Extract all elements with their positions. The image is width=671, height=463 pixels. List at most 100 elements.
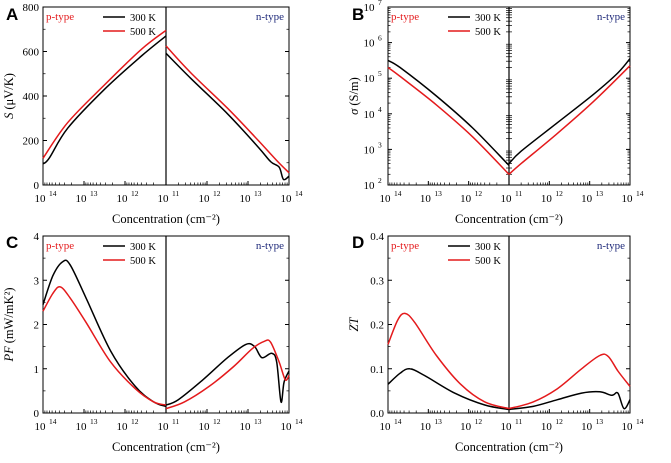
y-tick-label: 800 [23,2,40,14]
series-line-500k-left [42,286,167,406]
x-tick-label-exp: 13 [90,189,98,198]
y-axis-symbol: σ [347,108,361,115]
x-tick-label: 10 12 [460,417,482,433]
x-tick-label-exp: 12 [555,417,563,426]
x-tick-label: 10 14 [622,417,644,433]
x-tick-label-exp: 11 [515,417,522,426]
y-tick-label: 1 [34,364,40,376]
x-tick-label-exp: 11 [172,417,179,426]
x-tick-label-exp: 12 [131,189,139,198]
n-type-label: n-type [256,240,284,252]
x-tick-label-base: 10 [380,421,392,433]
y-axis-label: PF (mW/mK²) [2,287,16,362]
x-tick-label: 10 14 [281,417,303,433]
x-tick-label-exp: 14 [394,417,402,426]
x-tick-label-base: 10 [622,421,634,433]
n-type-label: n-type [597,11,625,23]
x-tick-label-exp: 11 [515,189,522,198]
x-tick-label-base: 10 [541,193,553,205]
x-tick-label-base: 10 [199,421,211,433]
x-tick-label-base: 10 [501,421,513,433]
y-tick-label: 0.2 [370,320,384,332]
x-tick-label-base: 10 [581,421,593,433]
y-tick-label: 10 7 [364,0,383,14]
x-tick-label-base: 10 [117,421,129,433]
legend-label: 300 K [475,13,501,24]
x-tick-label-exp: 11 [172,189,179,198]
x-tick-label-base: 10 [240,193,252,205]
p-type-label: p-type [46,240,74,252]
x-tick-label-base: 10 [281,421,293,433]
y-tick-label: 10 6 [364,34,383,50]
x-tick-label: 10 14 [380,189,402,205]
x-tick-label-base: 10 [420,421,432,433]
y-tick-label: 0 [34,408,40,420]
y-axis-symbol: ZT [347,317,361,332]
x-tick-label: 10 13 [420,417,442,433]
x-tick-label: 10 14 [622,189,644,205]
y-axis-unit: (S/m) [347,77,361,105]
x-axis-label: Concentration (cm⁻²) [112,440,220,454]
legend-label: 500 K [475,256,501,267]
legend-label: 300 K [130,13,156,24]
x-tick-label-exp: 14 [636,417,644,426]
x-tick-label-exp: 13 [90,417,98,426]
y-tick-label-base: 10 [364,2,376,14]
y-tick-label: 4 [34,231,40,243]
x-tick-label-exp: 14 [394,189,402,198]
x-tick-label: 10 13 [420,189,442,205]
y-axis-symbol: S [2,112,16,119]
y-tick-label: 10 2 [364,176,383,192]
x-axis-label: Concentration (cm⁻²) [455,212,563,226]
y-axis-label: S (μV/K) [2,73,16,119]
x-tick-label-base: 10 [622,193,634,205]
series-line-300k-left [387,59,510,166]
series-line-300k-right [165,52,290,181]
x-tick-label: 10 12 [117,417,139,433]
x-tick-label-base: 10 [581,193,593,205]
y-tick-label: 400 [23,91,40,103]
y-tick-label: 200 [23,136,40,148]
y-tick-label-exp: 6 [378,34,382,43]
x-tick-label-exp: 14 [49,189,57,198]
y-tick-label-exp: 3 [378,140,382,149]
x-tick-label: 10 13 [240,417,262,433]
panel-d: D0.00.10.20.30.410 14 10 13 10 12 10 11 10 12 10 13… [347,231,644,454]
series-line-300k-right [165,342,290,406]
x-tick-label-exp: 14 [295,189,303,198]
y-tick-label: 10 3 [364,140,383,156]
x-tick-label-base: 10 [76,421,88,433]
x-axis-label: Concentration (cm⁻²) [112,212,220,226]
y-tick-label-exp: 5 [378,69,382,78]
y-tick-label-base: 10 [364,38,376,50]
x-tick-label-base: 10 [158,193,170,205]
p-type-label: p-type [391,11,419,23]
y-axis-unit: (μV/K) [2,73,16,110]
x-tick-label-base: 10 [541,421,553,433]
x-axis-label: Concentration (cm⁻²) [455,440,563,454]
x-tick-label-exp: 13 [254,189,262,198]
x-tick-label-base: 10 [460,193,472,205]
x-tick-label: 10 11 [501,417,523,433]
n-type-label: n-type [597,240,625,252]
n-type-label: n-type [256,11,284,23]
series-line-300k-left [387,368,510,411]
y-axis-unit: (mW/mK²) [2,287,16,343]
y-tick-label: 0.3 [370,275,384,287]
series-line-300k-right [508,58,631,165]
y-tick-label: 0.0 [370,408,384,420]
x-tick-label-base: 10 [240,421,252,433]
x-tick-label: 10 12 [199,189,221,205]
x-tick-label: 10 13 [581,189,603,205]
legend-label: 500 K [475,27,501,38]
x-tick-label-exp: 14 [49,417,57,426]
panel-letter: C [6,233,18,252]
panel-letter: A [6,5,18,24]
x-tick-label: 10 11 [501,189,523,205]
x-tick-label-exp: 14 [295,417,303,426]
x-tick-label-exp: 13 [596,189,604,198]
y-tick-label: 3 [34,275,40,287]
panel-letter: D [352,233,364,252]
y-tick-label: 0.1 [370,364,384,376]
